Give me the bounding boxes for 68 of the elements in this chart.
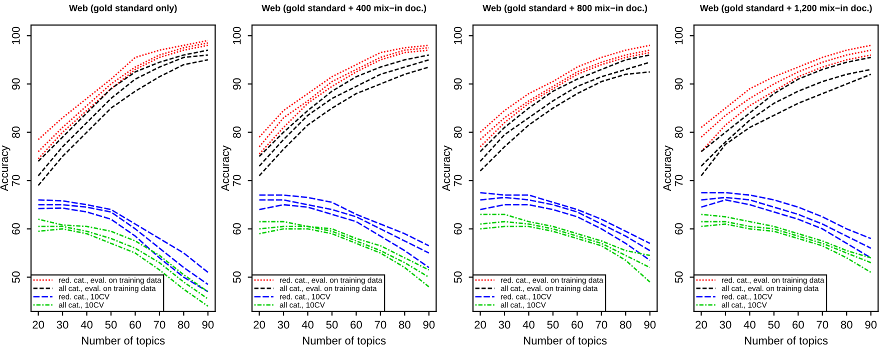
x-tick-label: 50 — [326, 320, 338, 329]
x-axis-title: Number of topics — [82, 336, 165, 347]
x-tick-label: 80 — [840, 320, 852, 329]
y-tick-label: 80 — [674, 126, 683, 138]
y-tick-label: 70 — [674, 174, 683, 186]
y-tick-label: 90 — [454, 78, 462, 90]
x-tick-label: 40 — [302, 320, 314, 329]
x-tick-label: 40 — [80, 320, 93, 329]
chart-title: Web (gold standard + 800 mix−in doc.) — [482, 4, 648, 14]
x-tick-label: 70 — [154, 320, 166, 329]
x-tick-label: 60 — [572, 320, 583, 329]
x-tick-label: 20 — [474, 320, 486, 329]
x-axis-title: Number of topics — [524, 336, 607, 347]
y-axis-title: Accuracy — [663, 145, 674, 192]
x-tick-label: 40 — [744, 320, 756, 329]
x-tick-label: 60 — [792, 320, 804, 329]
x-tick-label: 30 — [56, 320, 68, 329]
y-tick-label: 60 — [12, 223, 20, 234]
y-axis-title: Accuracy — [442, 145, 452, 192]
x-tick-label: 90 — [202, 320, 214, 329]
y-tick-label: 70 — [454, 174, 462, 186]
y-tick-label: 60 — [454, 223, 462, 234]
x-tick-label: 70 — [374, 320, 386, 329]
x-tick-label: 50 — [547, 320, 559, 329]
y-axis-title: Accuracy — [0, 145, 10, 192]
y-tick-label: 50 — [232, 271, 241, 283]
x-tick-label: 20 — [254, 320, 266, 329]
x-tick-label: 20 — [696, 320, 707, 329]
y-tick-label: 70 — [12, 174, 20, 186]
x-tick-label: 30 — [498, 320, 510, 329]
x-tick-label: 20 — [32, 320, 44, 329]
y-tick-label: 80 — [232, 126, 241, 138]
y-tick-label: 50 — [674, 271, 683, 283]
y-tick-label: 60 — [674, 223, 683, 234]
y-tick-label: 50 — [12, 271, 20, 283]
x-tick-label: 40 — [522, 320, 534, 329]
x-tick-label: 50 — [105, 320, 117, 329]
chart-title: Web (gold standard + 400 mix−in doc.) — [262, 4, 426, 14]
y-tick-label: 50 — [454, 271, 462, 283]
y-tick-label: 80 — [12, 126, 20, 138]
x-tick-label: 80 — [398, 320, 410, 329]
x-tick-label: 70 — [816, 320, 828, 329]
x-axis-title: Number of topics — [303, 336, 386, 347]
x-tick-label: 80 — [178, 320, 190, 329]
x-tick-label: 70 — [596, 320, 608, 329]
chart-title: Web (gold standard only) — [69, 4, 177, 14]
x-tick-label: 60 — [130, 320, 141, 329]
x-tick-label: 60 — [350, 320, 362, 329]
x-tick-label: 90 — [644, 320, 656, 329]
chart-title: Web (gold standard + 1,200 mix−in doc.) — [700, 4, 872, 14]
x-tick-label: 90 — [865, 320, 877, 329]
x-tick-label: 30 — [278, 320, 290, 329]
y-axis-title: Accuracy — [221, 145, 232, 192]
y-tick-label: 90 — [232, 78, 241, 90]
y-tick-label: 70 — [232, 174, 241, 186]
y-tick-label: 100 — [232, 26, 241, 44]
x-tick-label: 90 — [423, 320, 435, 329]
x-tick-label: 30 — [720, 320, 732, 329]
y-tick-label: 100 — [454, 26, 462, 44]
y-tick-label: 100 — [12, 26, 20, 44]
x-tick-label: 80 — [620, 320, 632, 329]
y-tick-label: 90 — [674, 78, 683, 90]
x-axis-title: Number of topics — [744, 336, 828, 347]
y-tick-label: 90 — [12, 78, 20, 90]
y-tick-label: 80 — [454, 126, 462, 138]
y-tick-label: 100 — [674, 26, 683, 44]
x-tick-label: 50 — [768, 320, 780, 329]
y-tick-label: 60 — [232, 223, 241, 234]
